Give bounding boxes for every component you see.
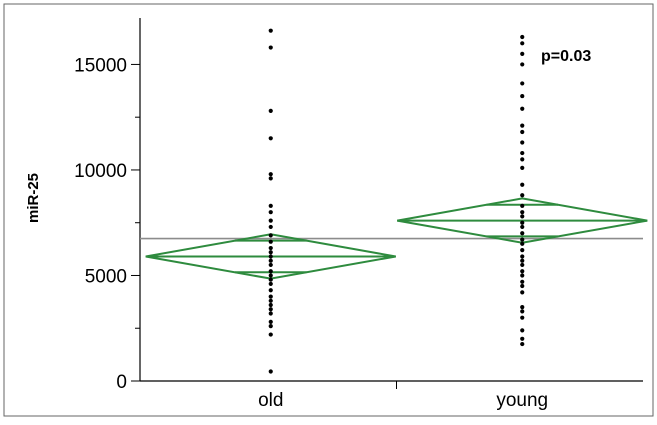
data-point bbox=[268, 302, 273, 308]
data-point bbox=[520, 224, 525, 230]
data-point bbox=[520, 41, 525, 46]
data-point bbox=[520, 81, 525, 86]
data-point bbox=[268, 307, 273, 312]
data-point bbox=[520, 182, 525, 187]
data-point bbox=[268, 28, 273, 33]
data-point bbox=[268, 319, 273, 325]
data-point bbox=[268, 294, 273, 299]
data-point bbox=[268, 250, 273, 255]
data-point bbox=[520, 279, 525, 284]
data-point bbox=[268, 369, 273, 374]
p-value-annotation: p=0.03 bbox=[541, 48, 591, 65]
data-point bbox=[520, 328, 525, 333]
data-point bbox=[520, 309, 525, 314]
data-point bbox=[520, 262, 525, 268]
data-point bbox=[520, 231, 525, 236]
data-point bbox=[520, 305, 525, 310]
data-point bbox=[520, 273, 525, 278]
data-point bbox=[520, 341, 525, 347]
data-point bbox=[520, 62, 525, 67]
data-point bbox=[268, 298, 273, 303]
data-point bbox=[520, 237, 525, 242]
data-point bbox=[268, 269, 273, 274]
data-point bbox=[520, 203, 525, 208]
data-point bbox=[268, 233, 273, 238]
data-point bbox=[268, 176, 273, 181]
x-tick-label: young bbox=[496, 390, 548, 411]
y-tick-label: 10000 bbox=[74, 161, 127, 182]
data-point bbox=[268, 45, 273, 50]
data-point bbox=[268, 288, 273, 293]
data-point bbox=[520, 254, 525, 259]
data-point bbox=[520, 290, 525, 295]
data-point bbox=[268, 218, 273, 223]
data-point bbox=[520, 157, 525, 162]
data-point bbox=[268, 203, 273, 208]
y-tick-label: 15000 bbox=[74, 55, 127, 76]
data-point bbox=[520, 123, 525, 128]
data-point bbox=[520, 34, 525, 40]
data-point bbox=[520, 248, 525, 253]
data-point bbox=[520, 269, 525, 274]
data-point bbox=[520, 220, 525, 225]
data-point bbox=[268, 210, 273, 215]
data-point bbox=[268, 239, 273, 244]
data-point bbox=[520, 150, 525, 156]
y-axis-label: miR-25 bbox=[25, 173, 42, 223]
plot-frame bbox=[3, 3, 654, 417]
data-point bbox=[268, 332, 273, 337]
y-tick-label: 5000 bbox=[85, 266, 127, 287]
data-point bbox=[268, 277, 273, 282]
data-point bbox=[268, 324, 273, 329]
data-point bbox=[520, 193, 525, 198]
data-point bbox=[520, 210, 525, 215]
data-point bbox=[268, 258, 273, 263]
data-point bbox=[520, 315, 525, 320]
data-point bbox=[268, 273, 273, 278]
data-point bbox=[268, 136, 273, 141]
axes-layer: 0 5000 10000 15000 old young bbox=[74, 18, 643, 411]
x-tick-label: old bbox=[258, 390, 283, 411]
data-point bbox=[520, 51, 525, 56]
data-point bbox=[268, 311, 273, 316]
data-point bbox=[268, 245, 273, 251]
y-tick-label: 0 bbox=[116, 372, 127, 393]
data-point bbox=[520, 214, 525, 219]
data-point bbox=[520, 93, 525, 99]
data-point bbox=[520, 241, 525, 246]
data-point bbox=[268, 172, 273, 177]
data-point bbox=[520, 106, 525, 111]
data-point bbox=[520, 129, 525, 135]
data-point bbox=[520, 165, 525, 170]
data-point bbox=[520, 336, 525, 341]
data-point bbox=[268, 224, 273, 230]
data-point bbox=[268, 281, 273, 287]
data-point bbox=[268, 262, 273, 268]
data-point bbox=[268, 254, 273, 259]
data-point bbox=[520, 140, 525, 145]
data-point bbox=[268, 108, 273, 113]
data-point bbox=[520, 258, 525, 263]
data-point bbox=[520, 283, 525, 289]
points-layer bbox=[268, 28, 525, 374]
